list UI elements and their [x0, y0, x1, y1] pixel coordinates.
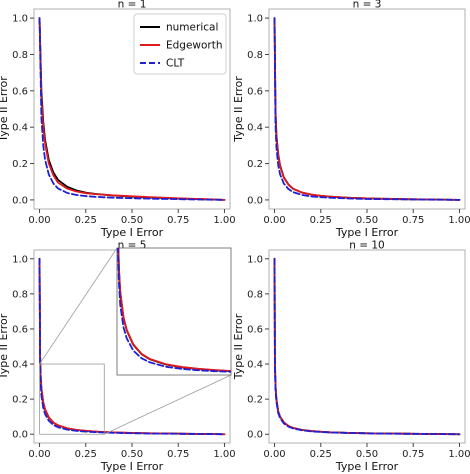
y-axis-label: Type II Error	[232, 76, 245, 143]
y-tick-label: 0.6	[12, 86, 28, 97]
x-tick-label: 0.75	[167, 215, 189, 226]
y-tick-label: 0.4	[12, 123, 28, 134]
x-tick-label: 0.25	[75, 449, 97, 460]
x-tick-label: 1.00	[448, 449, 470, 460]
y-tick-label: 0.8	[247, 289, 263, 300]
y-tick-label: 0.2	[247, 395, 263, 406]
y-axis-label: Type II Error	[0, 76, 10, 143]
y-tick-label: 0.2	[12, 395, 28, 406]
panel-4: 0.00 0.25 0.50 0.75 1.00 0.0 0.2 0.4 0.6 0.8 1.0 n …	[232, 240, 470, 474]
panel-1: 0.00 0.25 0.50 0.75 1.00 0.0 0.2 0.4 0.6 0.8 1.0 n …	[0, 0, 236, 239]
panel-title: n = 10	[349, 240, 385, 252]
plot-area	[273, 257, 461, 436]
y-tick-label: 0.8	[12, 289, 28, 300]
y-tick-label: 0.2	[247, 159, 263, 170]
y-tick-label: 1.0	[247, 14, 263, 25]
panel-title: n = 1	[118, 0, 147, 11]
axes-frame	[268, 8, 466, 210]
y-tick-label: 0.4	[247, 360, 263, 371]
zoom-source-region	[39, 363, 105, 435]
x-axis-label: Type I Error	[335, 460, 399, 473]
y-tick-label: 0.6	[247, 86, 263, 97]
main-series-clt-line	[38, 17, 226, 201]
x-tick-label: 1.00	[213, 449, 235, 460]
legend-box	[133, 13, 227, 75]
x-tick-label: 0.00	[28, 449, 50, 460]
x-tick-label: 0.25	[75, 215, 97, 226]
x-tick-label: 1.00	[213, 215, 235, 226]
x-tick-label: 1.00	[448, 215, 470, 226]
plot-area	[273, 17, 461, 201]
x-tick-label: 0.75	[402, 215, 424, 226]
y-tick-label: 0.8	[247, 50, 263, 61]
y-tick-label: 0.0	[12, 430, 28, 441]
x-axis-label: Type I Error	[100, 460, 164, 473]
main-series-clt-line	[273, 257, 461, 436]
inset-series-edgeworth-line	[117, 248, 231, 372]
main-series-edgeworth-line	[273, 257, 461, 436]
panel-3: 0.00 0.25 0.50 0.75 1.000.00.20.40.60.81.0n …	[0, 240, 236, 474]
legend: numerical Edgeworth CLT	[133, 13, 227, 75]
legend-label: numerical	[166, 22, 218, 34]
y-tick-label: 1.0	[12, 14, 28, 25]
x-tick-label: 0.00	[28, 215, 50, 226]
x-tick-label: 0.75	[167, 449, 189, 460]
y-tick-label: 0.6	[12, 324, 28, 335]
x-tick-label: 0.75	[402, 449, 424, 460]
x-tick-label: 0.00	[263, 215, 285, 226]
main-series-edgeworth-line	[38, 17, 226, 201]
main-series-clt-line	[38, 257, 226, 436]
legend-label: Edgeworth	[166, 40, 223, 52]
zoom-connector	[39, 247, 118, 365]
y-tick-label: 0.8	[12, 50, 28, 61]
y-tick-label: 0.0	[12, 195, 28, 206]
main-series-numerical-line	[273, 257, 461, 436]
axes-frame	[268, 249, 466, 444]
zoom-inset-plot	[117, 248, 231, 373]
legend-label: CLT	[166, 58, 185, 70]
zoom-connector	[104, 374, 232, 435]
x-tick-label: 0.50	[121, 215, 143, 226]
x-tick-label: 0.00	[263, 449, 285, 460]
main-series-edgeworth-line	[273, 17, 461, 201]
y-tick-label: 1.0	[247, 254, 263, 265]
plot-area	[38, 17, 226, 201]
x-tick-label: 0.25	[310, 449, 332, 460]
y-tick-label: 0.2	[12, 159, 28, 170]
inset-series-clt-line	[117, 248, 231, 373]
panel-title: n = 3	[353, 0, 382, 11]
x-axis-label: Type I Error	[335, 226, 399, 239]
main-series-numerical-line	[273, 17, 461, 201]
y-tick-label: 0.4	[247, 123, 263, 134]
y-tick-label: 0.0	[247, 430, 263, 441]
y-tick-label: 1.0	[12, 254, 28, 265]
y-axis-label: Type II Error	[232, 313, 245, 380]
plot-area	[38, 257, 226, 436]
x-tick-label: 0.50	[356, 215, 378, 226]
x-tick-label: 0.50	[121, 449, 143, 460]
main-series-clt-line	[273, 17, 461, 201]
zoom-inset-frame	[116, 247, 232, 376]
y-tick-label: 0.0	[247, 195, 263, 206]
x-axis-label: Type I Error	[100, 226, 164, 239]
x-tick-label: 0.50	[356, 449, 378, 460]
panel-2: 0.00 0.25 0.50 0.75 1.00 0.0 0.2 0.4 0.6 0.8 1.0 n …	[232, 0, 470, 239]
y-tick-label: 0.4	[12, 360, 28, 371]
y-axis-label: Type II Error	[0, 313, 10, 380]
x-tick-label: 0.25	[310, 215, 332, 226]
y-tick-label: 0.6	[247, 324, 263, 335]
